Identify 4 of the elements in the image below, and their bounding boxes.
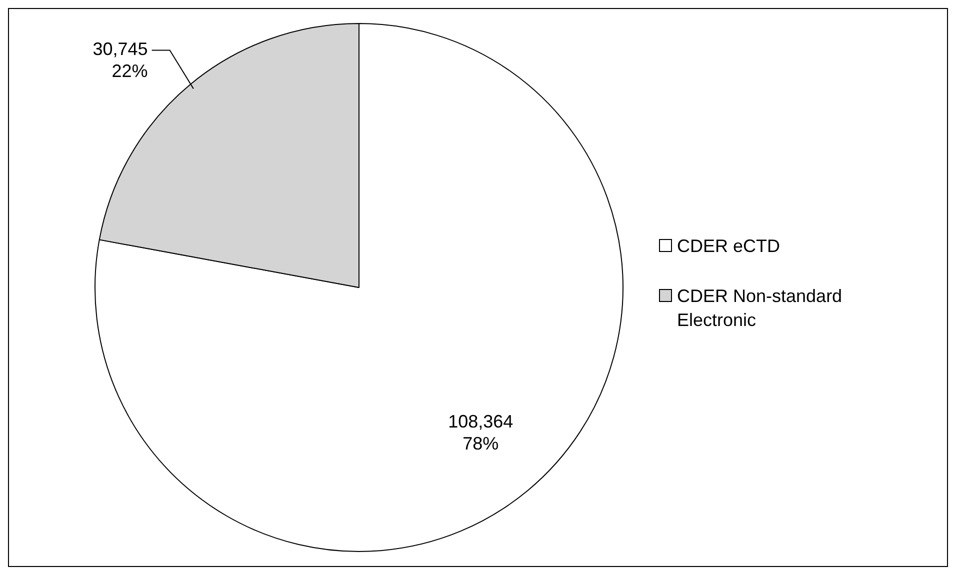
legend-label: CDER Non-standard Electronic: [677, 285, 844, 332]
data-label: 108,364 78%: [448, 412, 514, 454]
legend-label: CDER eCTD: [677, 235, 782, 258]
data-label: 30,745 22%: [92, 39, 148, 82]
